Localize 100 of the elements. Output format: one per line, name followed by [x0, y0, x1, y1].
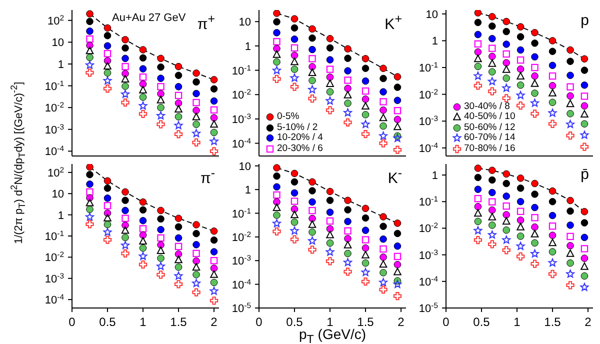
point — [474, 48, 482, 56]
point — [394, 122, 402, 130]
point — [174, 223, 182, 231]
point — [273, 29, 280, 36]
point — [326, 257, 334, 266]
point — [122, 234, 129, 242]
point — [326, 208, 334, 216]
point — [273, 10, 280, 17]
point — [290, 170, 298, 178]
point — [488, 230, 496, 239]
point — [273, 183, 280, 191]
point — [548, 62, 556, 70]
point — [344, 268, 352, 276]
point — [210, 248, 218, 256]
point — [86, 170, 94, 178]
point — [308, 214, 316, 222]
point — [474, 164, 482, 172]
point — [580, 130, 589, 139]
point — [290, 52, 298, 60]
point — [157, 90, 164, 98]
point — [326, 56, 334, 64]
point — [474, 10, 482, 16]
point — [380, 74, 387, 82]
point — [326, 188, 334, 196]
point — [273, 38, 280, 46]
point — [362, 111, 370, 118]
point — [531, 190, 538, 198]
point — [516, 65, 524, 73]
point — [174, 121, 183, 130]
point — [474, 174, 482, 182]
point — [488, 22, 496, 30]
point — [103, 76, 112, 84]
point — [474, 54, 482, 62]
point — [104, 220, 112, 228]
point — [548, 222, 556, 230]
point — [548, 82, 556, 90]
point — [157, 215, 164, 223]
point — [548, 187, 556, 195]
x-tick-label: 1 — [514, 315, 521, 329]
point — [502, 226, 510, 234]
x-tick-label: 0.5 — [286, 315, 304, 329]
point — [474, 40, 482, 48]
point — [290, 66, 298, 73]
point — [139, 198, 147, 206]
x-tick-label: 1 — [140, 315, 147, 329]
point — [580, 66, 588, 74]
point — [156, 120, 165, 128]
point — [380, 88, 387, 96]
x-tick-label: 1.5 — [170, 315, 188, 329]
point — [502, 59, 510, 66]
point — [548, 248, 556, 256]
y-tick-label: 10$^{-3}$ — [232, 111, 251, 126]
point — [502, 74, 510, 82]
point — [210, 286, 218, 295]
point — [290, 235, 299, 244]
point — [344, 240, 352, 248]
point — [394, 230, 402, 238]
point — [157, 234, 164, 242]
point — [362, 55, 370, 62]
point — [566, 110, 574, 118]
point — [86, 188, 94, 196]
point — [488, 44, 496, 52]
point — [531, 64, 538, 72]
legend-label: 40-50% / 10 — [464, 111, 516, 122]
point — [308, 55, 316, 62]
point — [488, 34, 496, 42]
point — [380, 213, 387, 220]
y-tick-label: 10 — [238, 16, 251, 29]
point — [566, 232, 574, 240]
point — [121, 90, 130, 98]
point — [290, 198, 298, 205]
point — [272, 204, 281, 212]
point — [308, 206, 316, 214]
point — [122, 82, 129, 90]
point — [104, 194, 112, 202]
point — [290, 15, 298, 22]
point — [516, 216, 524, 224]
point — [379, 139, 388, 148]
point — [192, 106, 200, 114]
point — [192, 250, 200, 258]
point — [380, 235, 387, 243]
point — [192, 278, 200, 288]
point — [157, 241, 164, 249]
y-tick-label: 10$^{-3}$ — [418, 247, 438, 262]
point — [566, 58, 574, 65]
point — [344, 218, 352, 226]
point — [192, 257, 200, 265]
point — [548, 98, 556, 106]
point — [488, 13, 496, 20]
point — [156, 96, 165, 104]
point — [566, 72, 574, 80]
point — [548, 72, 556, 80]
point — [192, 129, 200, 138]
point — [488, 77, 496, 86]
point — [210, 106, 218, 114]
point — [104, 184, 112, 192]
point — [122, 214, 129, 222]
point — [157, 254, 164, 262]
point — [174, 105, 182, 113]
point — [530, 230, 539, 238]
